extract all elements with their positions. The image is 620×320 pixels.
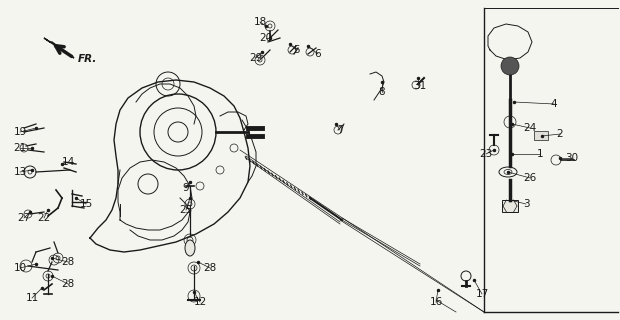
Text: 16: 16 bbox=[430, 297, 443, 307]
Text: 11: 11 bbox=[25, 293, 38, 303]
Circle shape bbox=[501, 57, 519, 75]
Text: 28: 28 bbox=[203, 263, 216, 273]
Text: 2: 2 bbox=[557, 129, 564, 139]
Text: 12: 12 bbox=[193, 297, 206, 307]
Ellipse shape bbox=[185, 240, 195, 256]
Text: 21: 21 bbox=[14, 143, 27, 153]
Text: 22: 22 bbox=[37, 213, 51, 223]
Text: 28: 28 bbox=[61, 257, 74, 267]
Text: 13: 13 bbox=[14, 167, 27, 177]
Text: FR.: FR. bbox=[78, 54, 97, 64]
Text: 4: 4 bbox=[551, 99, 557, 109]
Text: 20: 20 bbox=[259, 33, 273, 43]
Text: 1: 1 bbox=[537, 149, 543, 159]
Text: 23: 23 bbox=[479, 149, 493, 159]
Text: 26: 26 bbox=[523, 173, 537, 183]
Polygon shape bbox=[44, 38, 74, 58]
Text: 6: 6 bbox=[315, 49, 321, 59]
FancyBboxPatch shape bbox=[502, 200, 518, 212]
Text: 14: 14 bbox=[61, 157, 74, 167]
Text: 28: 28 bbox=[61, 279, 74, 289]
FancyBboxPatch shape bbox=[534, 131, 548, 140]
Text: 19: 19 bbox=[14, 127, 27, 137]
Text: 24: 24 bbox=[523, 123, 537, 133]
Text: 18: 18 bbox=[254, 17, 267, 27]
Text: 25: 25 bbox=[179, 205, 193, 215]
Text: 15: 15 bbox=[79, 199, 92, 209]
Text: 3: 3 bbox=[523, 199, 529, 209]
Text: 27: 27 bbox=[17, 213, 30, 223]
Text: 17: 17 bbox=[476, 289, 489, 299]
Text: 29: 29 bbox=[249, 53, 263, 63]
Text: 5: 5 bbox=[293, 45, 299, 55]
Text: 7: 7 bbox=[337, 125, 343, 135]
Text: 10: 10 bbox=[14, 263, 27, 273]
Text: 31: 31 bbox=[414, 81, 427, 91]
Text: 30: 30 bbox=[565, 153, 578, 163]
Text: 8: 8 bbox=[379, 87, 385, 97]
Text: 9: 9 bbox=[183, 183, 189, 193]
